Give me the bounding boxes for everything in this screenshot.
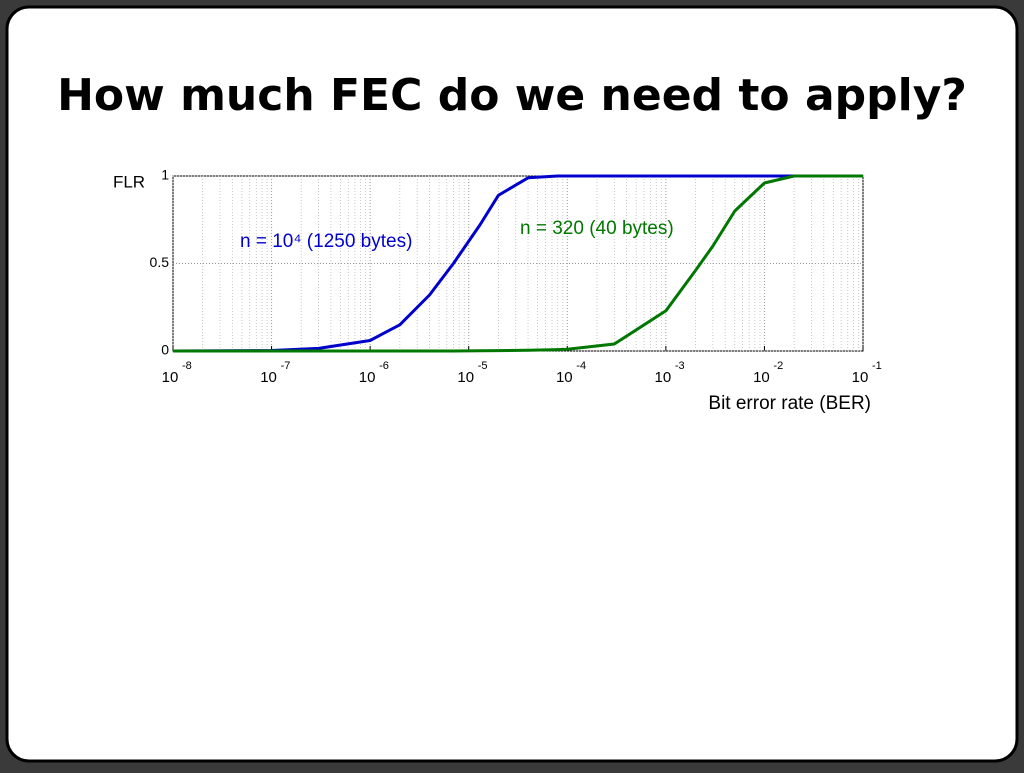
x-tick-label: 10 — [753, 369, 770, 386]
x-tick-label: 10 — [359, 369, 376, 386]
x-tick-label: 10 — [162, 369, 179, 386]
x-tick-label: 10 — [260, 369, 277, 386]
x-tick-exponent: -5 — [478, 360, 488, 372]
x-axis-label: Bit error rate (BER) — [708, 393, 871, 414]
series-line — [172, 174, 863, 353]
x-tick-exponent: -1 — [872, 360, 882, 372]
y-tick-label: 1 — [161, 167, 169, 183]
series-line — [173, 174, 863, 353]
y-tick-label: 0 — [161, 342, 169, 358]
x-tick-label: 10 — [852, 369, 869, 386]
x-tick-exponent: -6 — [379, 360, 389, 372]
y-axis-label: FLR — [113, 172, 145, 191]
x-tick-label: 10 — [556, 369, 573, 386]
x-tick-exponent: -7 — [281, 360, 291, 372]
x-tick-exponent: -8 — [182, 360, 192, 372]
x-tick-label: 10 — [457, 369, 474, 386]
x-tick-exponent: -3 — [675, 360, 685, 372]
x-tick-label: 10 — [655, 369, 672, 386]
series-label: n = 10⁴ (1250 bytes) — [240, 231, 412, 252]
x-tick-exponent: -4 — [576, 360, 586, 372]
y-tick-label: 0.5 — [150, 254, 170, 270]
x-tick-exponent: -2 — [773, 360, 783, 372]
series-label: n = 320 (40 bytes) — [520, 218, 674, 239]
slide-title: How much FEC do we need to apply? — [57, 70, 967, 121]
